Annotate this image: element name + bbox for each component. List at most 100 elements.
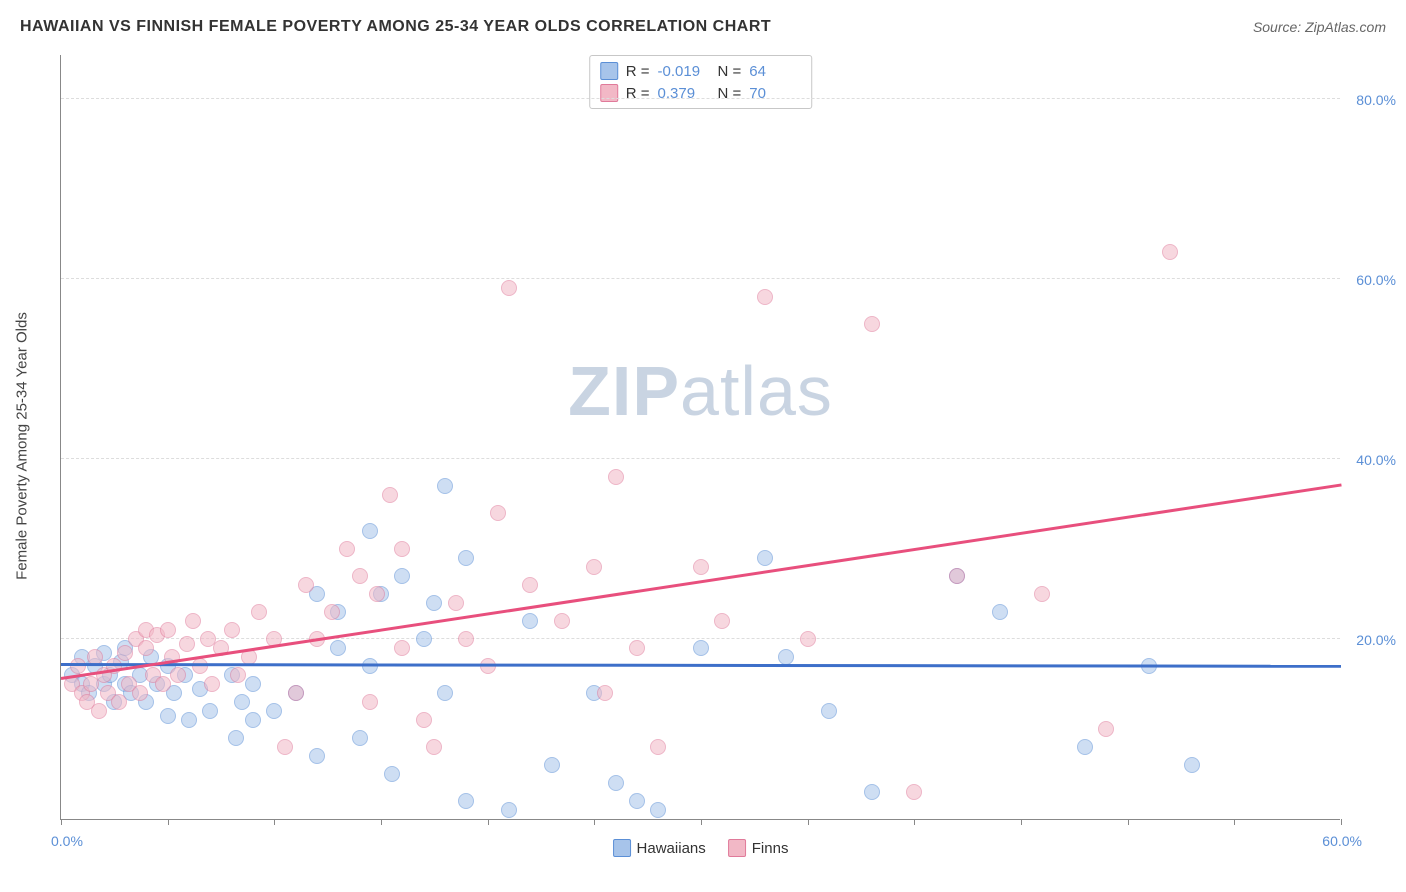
y-tick-label: 80.0% [1356, 92, 1396, 108]
data-point-hawaiians [608, 775, 624, 791]
data-point-finns [757, 289, 773, 305]
r-label: R = [626, 63, 650, 80]
data-point-hawaiians [426, 595, 442, 611]
data-point-hawaiians [757, 550, 773, 566]
data-point-finns [448, 595, 464, 611]
stats-row-hawaiians: R = -0.019 N = 64 [600, 60, 802, 82]
data-point-finns [597, 685, 613, 701]
data-point-hawaiians [202, 703, 218, 719]
watermark: ZIPatlas [568, 351, 833, 431]
x-tick [381, 819, 382, 825]
legend-item-finns: Finns [728, 839, 789, 857]
data-point-hawaiians [458, 793, 474, 809]
x-tick [168, 819, 169, 825]
x-tick [1341, 819, 1342, 825]
data-point-hawaiians [352, 730, 368, 746]
data-point-finns [864, 316, 880, 332]
x-tick [61, 819, 62, 825]
data-point-finns [426, 739, 442, 755]
data-point-hawaiians [864, 784, 880, 800]
data-point-hawaiians [1184, 757, 1200, 773]
data-point-hawaiians [693, 640, 709, 656]
r-value-hawaiians: -0.019 [658, 63, 710, 80]
data-point-finns [949, 568, 965, 584]
data-point-hawaiians [992, 604, 1008, 620]
data-point-finns [138, 640, 154, 656]
trendline-hawaiians [61, 663, 1341, 668]
data-point-finns [352, 568, 368, 584]
data-point-finns [224, 622, 240, 638]
legend-bottom: Hawaiians Finns [613, 839, 789, 857]
x-tick [488, 819, 489, 825]
y-tick-label: 60.0% [1356, 272, 1396, 288]
y-tick-label: 40.0% [1356, 452, 1396, 468]
data-point-finns [160, 622, 176, 638]
legend-item-hawaiians: Hawaiians [613, 839, 706, 857]
data-point-finns [416, 712, 432, 728]
data-point-finns [170, 667, 186, 683]
data-point-finns [501, 280, 517, 296]
data-point-finns [369, 586, 385, 602]
x-axis-max-label: 60.0% [1322, 833, 1362, 849]
data-point-finns [230, 667, 246, 683]
data-point-hawaiians [245, 676, 261, 692]
data-point-hawaiians [234, 694, 250, 710]
x-tick [1128, 819, 1129, 825]
x-axis-min-label: 0.0% [51, 833, 83, 849]
data-point-finns [1098, 721, 1114, 737]
data-point-finns [458, 631, 474, 647]
data-point-hawaiians [245, 712, 261, 728]
stats-row-finns: R = 0.379 N = 70 [600, 82, 802, 104]
swatch-hawaiians [600, 62, 618, 80]
data-point-finns [650, 739, 666, 755]
data-point-finns [251, 604, 267, 620]
y-tick-label: 20.0% [1356, 632, 1396, 648]
data-point-finns [800, 631, 816, 647]
data-point-finns [91, 703, 107, 719]
x-tick [274, 819, 275, 825]
data-point-finns [298, 577, 314, 593]
x-tick [914, 819, 915, 825]
n-value-hawaiians: 64 [749, 63, 801, 80]
data-point-finns [117, 645, 133, 661]
data-point-hawaiians [1077, 739, 1093, 755]
data-point-hawaiians [629, 793, 645, 809]
gridline-h [61, 458, 1340, 459]
data-point-hawaiians [266, 703, 282, 719]
data-point-finns [288, 685, 304, 701]
data-point-hawaiians [160, 708, 176, 724]
data-point-hawaiians [181, 712, 197, 728]
swatch-hawaiians [613, 839, 631, 857]
data-point-finns [554, 613, 570, 629]
data-point-hawaiians [501, 802, 517, 818]
data-point-hawaiians [362, 523, 378, 539]
data-point-hawaiians [416, 631, 432, 647]
x-tick [808, 819, 809, 825]
data-point-hawaiians [384, 766, 400, 782]
source-label: Source: ZipAtlas.com [1253, 19, 1386, 35]
data-point-finns [906, 784, 922, 800]
gridline-h [61, 638, 1340, 639]
data-point-hawaiians [228, 730, 244, 746]
data-point-finns [362, 694, 378, 710]
y-axis-label: Female Poverty Among 25-34 Year Olds [14, 178, 31, 446]
data-point-hawaiians [437, 478, 453, 494]
data-point-finns [339, 541, 355, 557]
swatch-finns [600, 84, 618, 102]
data-point-finns [714, 613, 730, 629]
legend-label-finns: Finns [752, 840, 789, 857]
swatch-finns [728, 839, 746, 857]
data-point-hawaiians [522, 613, 538, 629]
data-point-finns [693, 559, 709, 575]
data-point-finns [204, 676, 220, 692]
data-point-finns [394, 640, 410, 656]
data-point-hawaiians [309, 748, 325, 764]
data-point-finns [155, 676, 171, 692]
data-point-finns [324, 604, 340, 620]
data-point-hawaiians [544, 757, 560, 773]
legend-label-hawaiians: Hawaiians [637, 840, 706, 857]
stats-legend-box: R = -0.019 N = 64 R = 0.379 N = 70 [589, 55, 813, 109]
data-point-hawaiians [650, 802, 666, 818]
plot-area: ZIPatlas R = -0.019 N = 64 R = 0.379 N =… [60, 55, 1340, 820]
data-point-finns [185, 613, 201, 629]
